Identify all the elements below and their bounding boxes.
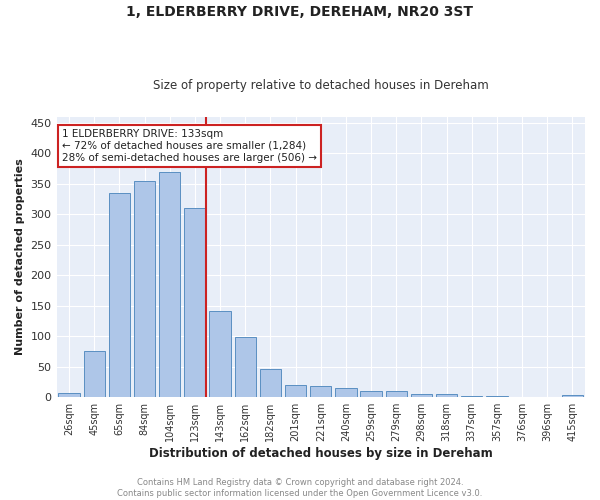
Bar (486, 396, 508, 397)
Bar (235, 338, 256, 397)
Y-axis label: Number of detached properties: Number of detached properties (15, 158, 25, 356)
Text: 1 ELDERBERRY DRIVE: 133sqm
← 72% of detached houses are smaller (1,284)
28% of s: 1 ELDERBERRY DRIVE: 133sqm ← 72% of deta… (62, 130, 317, 162)
Bar (83, 352, 105, 397)
Text: Contains HM Land Registry data © Crown copyright and database right 2024.
Contai: Contains HM Land Registry data © Crown c… (118, 478, 482, 498)
Bar (134, 181, 155, 397)
Bar (361, 390, 382, 397)
Bar (411, 394, 432, 397)
Bar (184, 208, 206, 397)
Bar (109, 193, 130, 397)
Bar (209, 310, 231, 397)
Bar (260, 369, 281, 397)
Bar (159, 172, 181, 397)
Text: 1, ELDERBERRY DRIVE, DEREHAM, NR20 3ST: 1, ELDERBERRY DRIVE, DEREHAM, NR20 3ST (127, 5, 473, 19)
Bar (310, 386, 331, 397)
Bar (386, 391, 407, 397)
Bar (285, 385, 307, 397)
Bar (461, 396, 482, 397)
Bar (436, 394, 457, 397)
Bar (562, 396, 583, 397)
Title: Size of property relative to detached houses in Dereham: Size of property relative to detached ho… (153, 79, 488, 92)
Bar (58, 393, 80, 397)
Bar (335, 388, 356, 397)
Bar (511, 396, 533, 397)
X-axis label: Distribution of detached houses by size in Dereham: Distribution of detached houses by size … (149, 447, 493, 460)
